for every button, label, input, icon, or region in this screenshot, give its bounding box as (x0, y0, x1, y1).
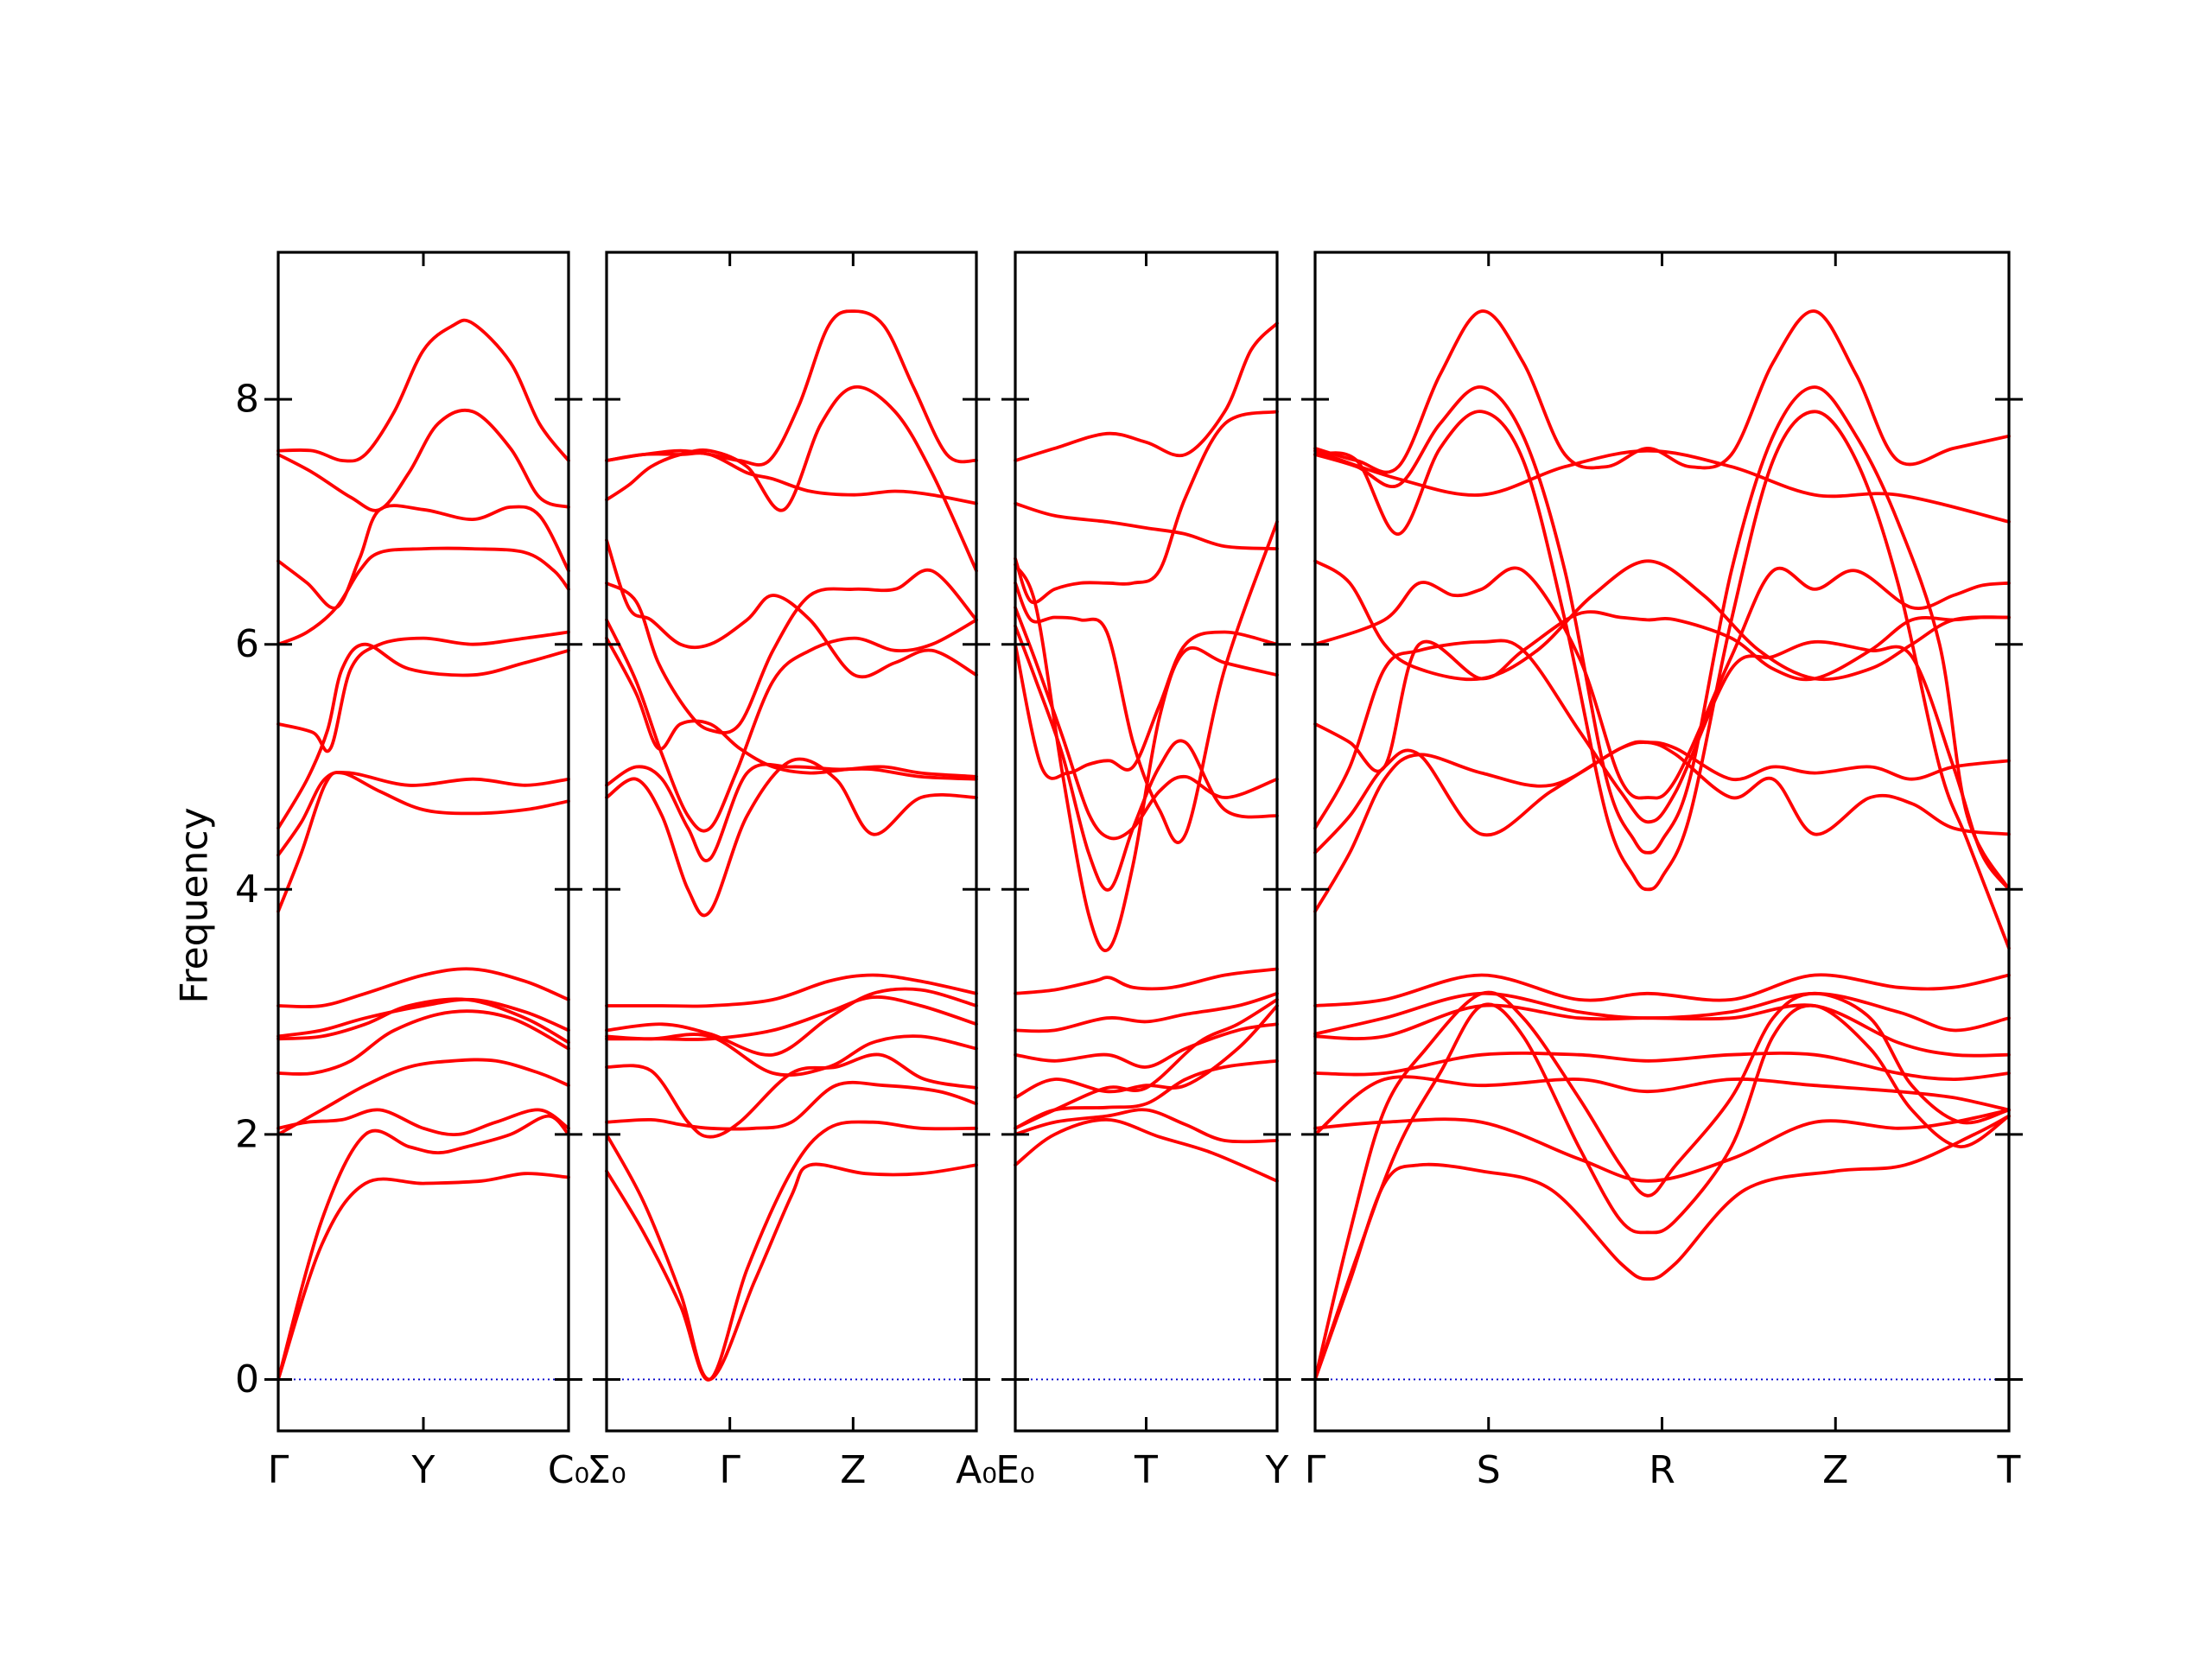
k-point-label: S (1477, 1448, 1501, 1492)
band-3 (605, 1080, 978, 1131)
band-15 (1014, 501, 1279, 550)
band-10 (1014, 624, 1279, 892)
y-tick-label: 4 (235, 868, 259, 912)
k-point-label: T (1134, 1448, 1158, 1492)
band-1 (1313, 1114, 2011, 1382)
band-16 (1014, 321, 1279, 462)
y-tick-label: 2 (235, 1112, 259, 1156)
panel-2: Σ₀ Γ Z A₀ (587, 251, 997, 1492)
k-point-label: E₀ (995, 1448, 1034, 1492)
band-1 (605, 1133, 978, 1382)
band-4 (1313, 1108, 2011, 1183)
band-13 (276, 546, 570, 646)
band-9 (276, 771, 570, 913)
band-10 (276, 770, 570, 857)
k-point-label: Γ (268, 1448, 289, 1492)
k-point-label: R (1649, 1448, 1675, 1492)
band-15 (605, 385, 978, 573)
band-15 (276, 408, 570, 512)
band-14 (1313, 566, 2011, 800)
band-5 (1014, 1004, 1279, 1100)
band-12 (1313, 639, 2011, 892)
band-2 (1014, 1108, 1279, 1144)
band-6 (605, 995, 978, 1041)
band-10 (1313, 741, 2011, 913)
band-16 (276, 318, 570, 463)
band-7 (1014, 991, 1279, 1033)
band-4 (1014, 998, 1279, 1130)
band-12 (1014, 630, 1279, 780)
band-2 (276, 1114, 570, 1382)
band-17 (605, 309, 978, 467)
band-13 (1014, 520, 1279, 844)
band-9 (1014, 563, 1279, 952)
band-8 (276, 967, 570, 1008)
band-9 (1313, 973, 2011, 1007)
band-11 (1014, 606, 1279, 841)
k-point-label: T (1997, 1448, 2021, 1492)
k-point-label: Z (840, 1448, 866, 1492)
band-6 (1313, 1051, 2011, 1081)
band-4 (605, 1052, 978, 1139)
k-point-label: Γ (1305, 1448, 1326, 1492)
y-axis-label: Frequency (173, 807, 217, 1003)
band-8 (605, 973, 978, 1008)
band-17 (1313, 385, 2011, 892)
band-11 (276, 642, 570, 830)
y-tick-label: 6 (235, 622, 259, 666)
band-7 (276, 997, 570, 1039)
band-3 (276, 1108, 570, 1137)
band-8 (1313, 991, 2011, 1036)
band-12 (276, 630, 570, 753)
band-3 (1313, 990, 2011, 1382)
band-13 (1313, 610, 2011, 773)
band-18 (1313, 448, 2011, 524)
band-6 (1014, 1022, 1279, 1069)
band-7 (605, 987, 978, 1057)
panel-frame (276, 251, 570, 1433)
band-5 (276, 1009, 570, 1076)
band-14 (1014, 410, 1279, 605)
band-11 (1313, 740, 2011, 855)
k-point-label: C₀ (548, 1448, 589, 1492)
panel-frame (605, 251, 978, 1433)
k-point-label: Y (411, 1448, 435, 1492)
band-4 (276, 1058, 570, 1136)
y-tick-label: 0 (235, 1357, 259, 1402)
band-14 (605, 538, 978, 679)
band-11 (605, 636, 978, 779)
panel-3: E₀ T Y (995, 251, 1291, 1492)
panel-frame (1014, 251, 1279, 1433)
band-16 (605, 451, 978, 505)
panel-1: Γ Y C₀ (264, 251, 589, 1492)
k-point-label: Γ (719, 1448, 741, 1492)
band-5 (1313, 1075, 2011, 1136)
band-10 (605, 762, 978, 862)
band-15 (1313, 559, 2011, 682)
band-3 (1014, 1058, 1279, 1130)
band-1 (276, 1172, 570, 1382)
k-point-label: Z (1822, 1448, 1848, 1492)
band-7 (1313, 1003, 2011, 1058)
band-1 (1014, 1117, 1279, 1183)
band-16 (1313, 410, 2011, 950)
band-2 (1313, 1002, 2011, 1382)
y-tick-label: 8 (235, 378, 259, 422)
band-12 (605, 618, 978, 833)
band-6 (276, 997, 570, 1045)
band-19 (1313, 309, 2011, 474)
k-point-label: Σ₀ (587, 1448, 626, 1492)
k-point-label: Y (1265, 1448, 1289, 1492)
band-14 (276, 504, 570, 610)
band-2 (605, 1120, 978, 1382)
band-8 (1014, 967, 1279, 995)
band-9 (605, 757, 978, 918)
band-13 (605, 568, 978, 734)
k-point-label: A₀ (956, 1448, 997, 1492)
